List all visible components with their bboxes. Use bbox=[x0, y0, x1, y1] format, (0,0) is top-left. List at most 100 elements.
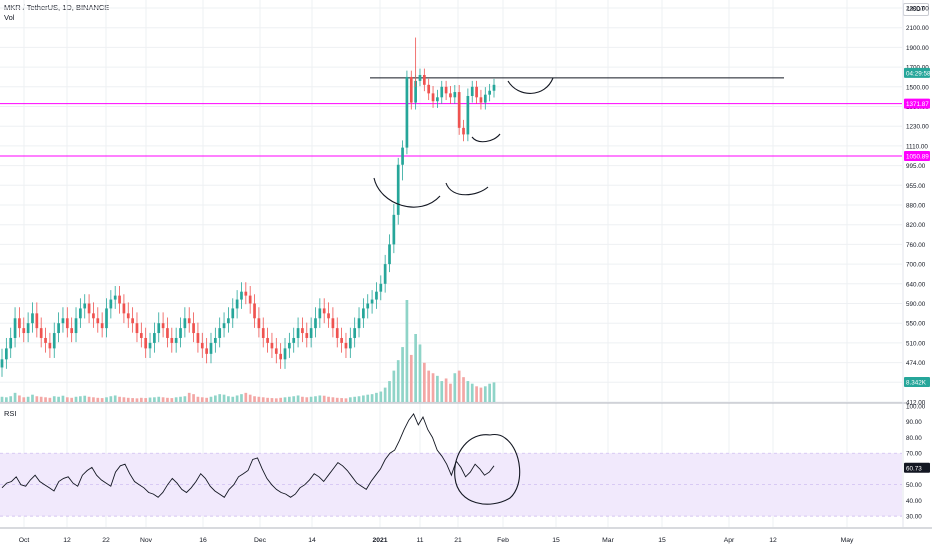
candle-body bbox=[301, 328, 304, 334]
volume-bar bbox=[74, 396, 78, 402]
candle-body bbox=[57, 323, 60, 334]
candle-body bbox=[418, 74, 422, 81]
volume-bar bbox=[318, 395, 322, 402]
volume-bar bbox=[479, 387, 483, 402]
candle-body bbox=[79, 308, 82, 319]
volume-bar bbox=[466, 381, 470, 402]
candle-body bbox=[244, 291, 248, 296]
candle-body bbox=[274, 348, 278, 354]
candle-body bbox=[235, 299, 239, 309]
volume-bar bbox=[418, 344, 422, 402]
candle-body bbox=[192, 323, 195, 334]
volume-bar bbox=[179, 396, 182, 402]
volume-bar bbox=[31, 394, 34, 402]
last-price-badge: 04:29:58 bbox=[906, 70, 931, 77]
volume-bar bbox=[388, 381, 391, 402]
candle-body bbox=[388, 244, 391, 265]
volume-bar bbox=[327, 396, 330, 402]
time-tick-label: Oct bbox=[19, 537, 30, 544]
volume-bar bbox=[431, 373, 435, 402]
volume-bar bbox=[370, 394, 374, 402]
candle-body bbox=[139, 333, 143, 338]
candle-body bbox=[179, 328, 182, 338]
volume-bar bbox=[322, 395, 326, 402]
grid bbox=[0, 0, 906, 527]
candle-body bbox=[453, 92, 457, 98]
volume-bar bbox=[48, 397, 52, 402]
rsi-label: RSI bbox=[4, 409, 17, 418]
price-tick-label: 412.00 bbox=[906, 400, 926, 407]
candle-body bbox=[375, 291, 378, 300]
rsi-tick-label: 50.00 bbox=[906, 482, 922, 489]
candle-body bbox=[222, 323, 226, 329]
candle-body bbox=[92, 313, 95, 319]
candle-body bbox=[26, 323, 30, 334]
time-tick-label: 12 bbox=[769, 537, 777, 544]
volume-bar bbox=[61, 395, 65, 402]
volume-bar bbox=[270, 398, 274, 402]
price-tick-label: 820.00 bbox=[906, 222, 926, 229]
candle-body bbox=[366, 303, 370, 309]
time-tick-label: 15 bbox=[552, 537, 560, 544]
candle-body bbox=[39, 328, 43, 338]
candle-body bbox=[52, 333, 56, 349]
volume-bar bbox=[492, 382, 496, 402]
time-tick-label: 12 bbox=[63, 537, 71, 544]
volume-bar bbox=[70, 397, 74, 402]
rsi-tick-label: 100.00 bbox=[906, 404, 926, 411]
drawings bbox=[373, 77, 554, 505]
candle-body bbox=[35, 313, 39, 329]
candle-body bbox=[218, 328, 222, 338]
volume-bar bbox=[79, 396, 82, 402]
time-tick-label: Apr bbox=[724, 537, 735, 544]
volume-bar bbox=[83, 395, 87, 402]
volume-bar bbox=[288, 396, 291, 402]
price-tick-label: 955.00 bbox=[906, 183, 926, 190]
volume-bar bbox=[148, 397, 152, 402]
volume-bar bbox=[383, 387, 387, 402]
rsi-tick-label: 80.00 bbox=[906, 435, 922, 442]
candle-body bbox=[462, 127, 465, 135]
candle-body bbox=[174, 337, 178, 343]
candle-body bbox=[314, 318, 317, 329]
candle-body bbox=[83, 303, 87, 309]
arc-small bbox=[471, 133, 501, 143]
volume-bar bbox=[18, 395, 21, 402]
candle-body bbox=[240, 291, 243, 300]
volume-bar bbox=[453, 373, 457, 402]
volume-bar bbox=[161, 397, 165, 402]
time-tick-label: Dec bbox=[254, 537, 267, 544]
price-tick-label: 590.00 bbox=[906, 301, 926, 308]
candle-body bbox=[13, 318, 17, 338]
volume-bar bbox=[92, 397, 95, 402]
volume-bar bbox=[196, 396, 200, 402]
candle-body bbox=[187, 318, 191, 324]
volume-bar bbox=[87, 396, 91, 402]
volume-bar bbox=[362, 395, 365, 402]
candle-body bbox=[70, 328, 74, 334]
candle-body bbox=[18, 318, 21, 329]
volume-bar bbox=[257, 396, 261, 402]
candle-body bbox=[296, 328, 300, 338]
volume-bar bbox=[248, 394, 252, 402]
volume-bar bbox=[0, 396, 4, 402]
candle-body bbox=[466, 95, 470, 135]
volume-bar bbox=[401, 347, 404, 402]
candle-body bbox=[148, 342, 152, 349]
volume-bar bbox=[131, 398, 134, 402]
volume-bar bbox=[340, 398, 343, 402]
candle-body bbox=[5, 348, 8, 360]
volume-bar bbox=[57, 396, 60, 402]
candle-body bbox=[200, 342, 204, 349]
price-tick-label: 1110.00 bbox=[906, 143, 928, 150]
time-tick-label: 2021 bbox=[372, 537, 387, 544]
price-badges: 04:29:58 1371.87 1050.89 8.342K 60.73 bbox=[904, 67, 931, 473]
candle-body bbox=[318, 308, 322, 319]
price-tick-label: 760.00 bbox=[906, 242, 926, 249]
candle-body bbox=[196, 333, 200, 343]
volume-bar bbox=[240, 394, 243, 402]
volume-bar bbox=[192, 394, 195, 402]
volume-bar bbox=[44, 397, 47, 402]
volume-bar bbox=[440, 381, 444, 402]
